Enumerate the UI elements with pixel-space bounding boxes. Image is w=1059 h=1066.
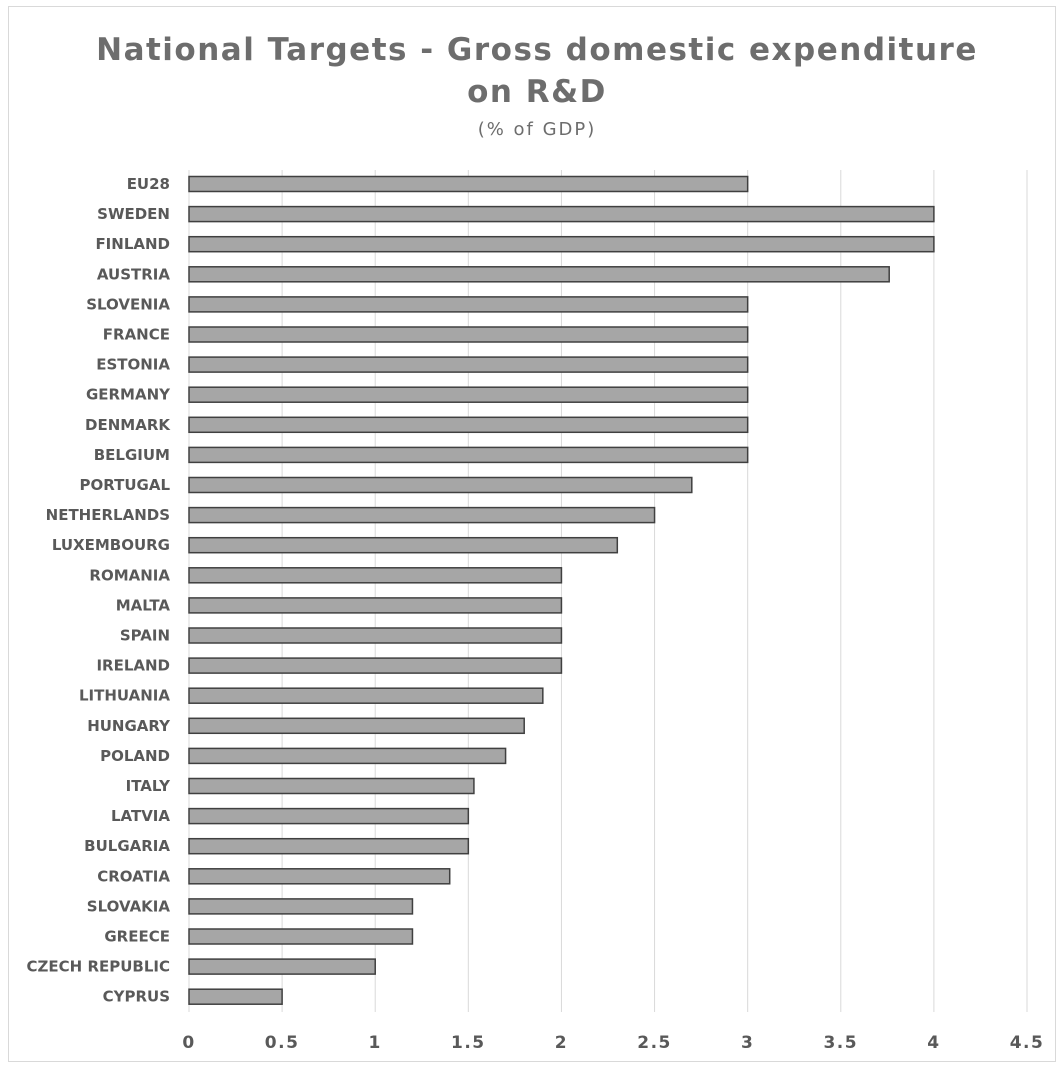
category-label: ROMANIA (89, 566, 170, 584)
chart-subtitle: (% of GDP) (478, 119, 597, 140)
bar (188, 717, 525, 735)
category-label: LATVIA (111, 807, 170, 825)
bar (188, 235, 935, 253)
bar (188, 837, 470, 855)
bar (188, 416, 749, 434)
category-label: GREECE (104, 928, 170, 946)
category-label: LITHUANIA (79, 687, 170, 705)
bar (188, 266, 890, 283)
category-label: NETHERLANDS (46, 506, 170, 524)
bar (188, 476, 693, 494)
category-label: MALTA (116, 596, 171, 614)
x-tick-label: 1 (369, 1033, 382, 1053)
x-tick-label: 0 (182, 1033, 195, 1053)
x-axis-tick-labels: 0 0.5 1 1.5 2 2.5 3 3.5 4 4.5 (182, 1033, 1045, 1053)
chart-title-line-2: on R&D (467, 74, 607, 110)
bar (188, 326, 749, 343)
category-labels: EU28 SWEDEN FINLAND AUSTRIA SLOVENIA FRANCE ES… (27, 175, 172, 1006)
bars (188, 175, 935, 1005)
bar (188, 567, 563, 584)
category-label: ITALY (126, 777, 171, 795)
category-label: AUSTRIA (97, 265, 170, 283)
category-label: FRANCE (103, 326, 170, 344)
bar (188, 356, 749, 373)
x-tick-label: 2.5 (637, 1033, 672, 1053)
category-label: GERMANY (86, 386, 171, 404)
category-label: HUNGARY (87, 717, 171, 735)
bar (188, 657, 563, 674)
bar (188, 747, 507, 765)
category-label: LUXEMBOURG (52, 536, 170, 554)
category-label: BULGARIA (84, 837, 170, 855)
category-label: PORTUGAL (79, 476, 170, 494)
bar (188, 386, 749, 403)
bar (188, 597, 563, 614)
chart-title-line-1: National Targets - Gross domestic expend… (96, 32, 978, 68)
bar (188, 175, 749, 193)
bar (188, 777, 475, 795)
category-label: CYPRUS (103, 988, 170, 1006)
bar (188, 807, 470, 825)
category-label: SLOVENIA (86, 295, 170, 313)
x-tick-label: 3 (741, 1033, 754, 1053)
bar (188, 988, 283, 1005)
category-label: FINLAND (95, 235, 170, 253)
x-tick-label: 1.5 (451, 1033, 486, 1053)
category-label: CROATIA (97, 867, 170, 885)
bar (188, 446, 749, 464)
bar (188, 296, 749, 313)
bar (188, 536, 619, 554)
x-tick-label: 4.5 (1010, 1033, 1045, 1053)
category-label: IRELAND (96, 657, 170, 675)
category-label: ESTONIA (96, 356, 170, 374)
bar (188, 898, 414, 915)
category-label: POLAND (100, 747, 170, 765)
bar (188, 687, 544, 704)
x-tick-label: 4 (927, 1033, 940, 1053)
x-tick-label: 3.5 (823, 1033, 858, 1053)
category-label: SLOVAKIA (87, 897, 171, 915)
category-label: SPAIN (120, 627, 170, 645)
x-tick-label: 2 (555, 1033, 568, 1053)
category-label: SWEDEN (97, 205, 170, 223)
category-label: CZECH REPUBLIC (27, 958, 170, 976)
bar (188, 205, 935, 223)
bar (188, 506, 656, 524)
bar (188, 928, 414, 945)
bar (188, 958, 376, 975)
bar (188, 868, 451, 885)
category-label: BELGIUM (94, 446, 170, 464)
category-label: EU28 (127, 175, 170, 193)
category-label: DENMARK (85, 416, 171, 434)
x-tick-label: 0.5 (265, 1033, 300, 1053)
bar (188, 627, 563, 644)
